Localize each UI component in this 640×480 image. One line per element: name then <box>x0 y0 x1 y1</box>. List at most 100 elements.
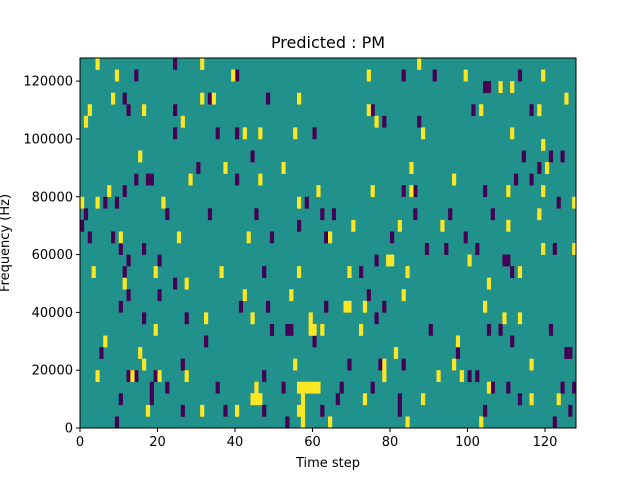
y-axis-title: Frequency (Hz) <box>0 194 13 292</box>
heatmap-cell-high <box>405 266 410 278</box>
heatmap-cell-high <box>235 404 240 417</box>
heatmap-cell-low <box>506 254 511 267</box>
heatmap-cell-low <box>285 416 290 429</box>
heatmap-cell-high <box>409 185 414 198</box>
heatmap-cell-high <box>231 69 236 82</box>
heatmap-cell-low <box>401 358 406 371</box>
heatmap-cell-high <box>308 323 313 336</box>
heatmap-cell-high <box>529 358 534 371</box>
heatmap-cell-low <box>266 92 271 105</box>
x-tick-label: 60 <box>304 435 321 450</box>
heatmap-cell-low <box>262 404 267 417</box>
heatmap-cell-low <box>548 323 554 336</box>
heatmap-cell-low <box>134 370 139 383</box>
heatmap-cell-high <box>258 173 263 186</box>
heatmap-cell-high <box>254 381 259 394</box>
heatmap-cell-low <box>285 323 290 336</box>
heatmap-cell-low <box>498 323 503 336</box>
heatmap-cell-low <box>87 231 92 244</box>
heatmap-cell-high <box>188 173 193 186</box>
heatmap-cell-low <box>297 219 302 232</box>
heatmap-cell-high <box>204 312 209 325</box>
heatmap-cell-low <box>397 404 402 417</box>
heatmap-cell-high <box>374 115 379 128</box>
heatmap-cell-low <box>467 370 472 383</box>
heatmap-cell-high <box>153 266 158 278</box>
heatmap-cell-high <box>293 358 298 371</box>
heatmap-cell-high <box>184 370 189 383</box>
heatmap-cell-low <box>254 208 259 221</box>
heatmap-cell-high <box>498 81 503 93</box>
heatmap-cell-high <box>142 104 147 117</box>
heatmap-cell-high <box>122 277 127 290</box>
y-tick-label: 120000 <box>23 75 73 90</box>
x-tick-label: 120 <box>533 435 558 450</box>
heatmap-cell-high <box>200 92 205 105</box>
heatmap-cell-low <box>517 393 523 406</box>
heatmap-cell-low <box>417 115 422 128</box>
heatmap-cell-high <box>545 162 550 174</box>
heatmap-cell-high <box>250 312 255 325</box>
heatmap-cell-low <box>215 381 220 394</box>
heatmap-cell-low <box>235 173 240 186</box>
heatmap-cell-low <box>413 185 418 198</box>
heatmap-cell-high <box>242 289 247 302</box>
heatmap-cell-high <box>541 185 546 198</box>
heatmap-cell-low <box>455 347 461 359</box>
heatmap-cell-high <box>517 266 523 278</box>
heatmap-cell-high <box>250 393 255 406</box>
heatmap-cell-low <box>529 173 534 186</box>
heatmap-cell-high <box>304 381 309 394</box>
heatmap-cell-high <box>300 416 306 429</box>
heatmap-cell-high <box>529 393 534 406</box>
heatmap-cell-low <box>223 404 228 417</box>
heatmap-cell-high <box>242 127 247 140</box>
heatmap-cell-low <box>262 266 267 278</box>
heatmap-cell-low <box>149 173 154 186</box>
heatmap-cell-low <box>180 358 185 371</box>
heatmap-cell-high <box>297 196 302 209</box>
heatmap-cell-low <box>475 370 480 383</box>
heatmap-cell-low <box>506 381 511 394</box>
heatmap-cell-high <box>200 58 205 70</box>
heatmap-cell-low <box>165 208 170 221</box>
heatmap-cell-low <box>118 393 123 406</box>
heatmap-cell-low <box>529 104 534 117</box>
heatmap-cell-low <box>103 196 108 209</box>
heatmap-cell-high <box>351 219 356 232</box>
heatmap-cell-low <box>548 150 554 163</box>
heatmap-cell-high <box>200 404 205 417</box>
heatmap-cell-high <box>320 323 325 336</box>
heatmap-cell-high <box>258 127 263 140</box>
heatmap-cell-low <box>114 416 120 429</box>
heatmap-cell-high <box>180 115 185 128</box>
heatmap-cell-low <box>347 358 352 371</box>
heatmap-cell-low <box>413 208 418 221</box>
heatmap-cell-low <box>266 300 271 313</box>
heatmap-cell-high <box>452 358 457 371</box>
heatmap-cell-high <box>95 196 100 209</box>
heatmap-cell-high <box>142 358 147 371</box>
heatmap-cell-high <box>347 300 352 313</box>
heatmap-cell-low <box>486 81 492 93</box>
heatmap-cell-low <box>568 347 573 359</box>
heatmap-cell-high <box>316 185 321 198</box>
heatmap-cell-low <box>312 127 317 140</box>
heatmap-cell-low <box>134 69 139 82</box>
heatmap-cell-high <box>359 323 364 336</box>
y-axis: 0 20000 40000 60000 80000 100000 120000 <box>23 75 80 437</box>
heatmap-cell-low <box>281 381 286 394</box>
heatmap-cell-high <box>366 104 371 117</box>
heatmap-cell-high <box>452 173 457 186</box>
heatmap-cell-high <box>467 254 472 267</box>
heatmap-cell-high <box>362 300 368 313</box>
heatmap-cell-low <box>111 231 116 244</box>
heatmap-cell-high <box>258 393 263 406</box>
heatmap-cell-high <box>479 416 484 429</box>
heatmap-cell-low <box>134 173 139 186</box>
heatmap-cell-high <box>138 150 143 163</box>
heatmap-cell-low <box>320 404 325 417</box>
heatmap-cell-low <box>483 185 488 198</box>
heatmap-cell-high <box>308 381 313 394</box>
